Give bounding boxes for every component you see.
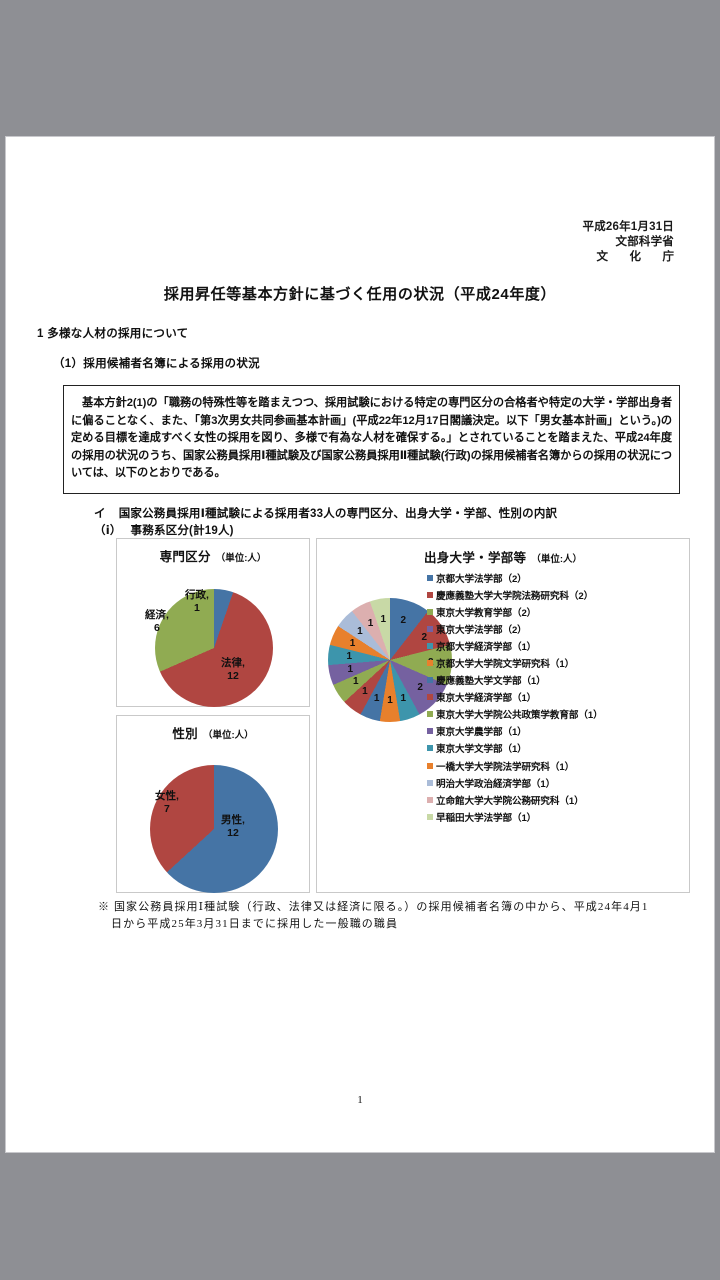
subsection-a: イ国家公務員採用Ⅰ種試験による採用者33人の専門区分、出身大学・学部、性別の内訳	[94, 505, 557, 521]
legend-item: 京都大学大学院文学研究科（1）	[427, 654, 689, 671]
pie-daigaku-slices	[328, 598, 452, 722]
legend-label: 東京大学経済学部（1）	[436, 693, 537, 705]
page-title: 採用昇任等基本方針に基づく任用の状況（平成24年度）	[163, 286, 557, 303]
legend-swatch-icon	[427, 779, 433, 786]
section-heading-1-1: （1）採用候補者名簿による採用の状況	[53, 358, 260, 370]
chart-senmon-title: 専門区分 （単位:人）	[159, 550, 267, 564]
pie-value-label: 1	[373, 692, 380, 704]
policy-paragraph-text: 基本方針2(1)の「職務の特殊性等を踏まえつつ、採用試験における特定の専門区分の…	[71, 397, 672, 480]
pie-category-label: 女性, 7	[155, 790, 179, 815]
header-agency: 文 化 庁	[596, 251, 679, 263]
legend-item: 東京大学法学部（2）	[427, 620, 689, 637]
pie-value-label: 2	[421, 631, 428, 643]
legend-item: 明治大学政治経済学部（1）	[427, 774, 689, 791]
legend-label: 早稲田大学法学部（1）	[436, 812, 537, 824]
pie-value-label: 1	[367, 618, 374, 629]
chart-daigaku: 出身大学・学部等（単位:人） 222211111111111 京都大学法学部（2…	[316, 538, 690, 893]
page-number: 1	[357, 1094, 363, 1106]
legend-label: 京都大学大学院文学研究科（1）	[436, 659, 575, 671]
chart-seibetsu: 性別 （単位:人） 男性, 12 女性, 7	[116, 715, 310, 893]
legend-swatch-icon	[427, 762, 433, 769]
pie-value-label: 1	[357, 626, 363, 638]
header-date: 平成26年1月31日	[582, 221, 674, 233]
legend-item: 東京大学文学部（1）	[427, 740, 689, 757]
pie-value-label: 1	[346, 650, 352, 662]
pie-value-label: 2	[417, 681, 423, 693]
subsection-i-label: （ⅰ）	[94, 525, 122, 537]
pie-value-label: 1	[349, 637, 356, 649]
legend-label: 東京大学法学部（2）	[436, 624, 527, 636]
legend-label: 東京大学文学部（1）	[436, 744, 527, 756]
legend-swatch-icon	[427, 711, 433, 718]
legend-label: 京都大学経済学部（1）	[436, 641, 537, 653]
chart-daigaku-title: 出身大学・学部等 （単位:人）	[423, 551, 583, 565]
pie-value-label: 1	[352, 676, 359, 688]
subsection-i: （ⅰ） 事務系区分(計19人)	[94, 522, 234, 538]
pie-value-label: 1	[380, 613, 387, 625]
pie-category-label: 法律, 12	[221, 657, 245, 682]
pie-seibetsu-slices	[150, 765, 278, 893]
legend-label: 京都大学法学部（2）	[436, 573, 527, 585]
legend-item: 一橋大学大学院法学研究科（1）	[427, 757, 689, 774]
legend-item: 東京大学経済学部（1）	[427, 689, 689, 706]
pie-category-label: 行政, 1	[185, 589, 209, 614]
policy-paragraph-box: 基本方針2(1)の「職務の特殊性等を踏まえつつ、採用試験における特定の専門区分の…	[63, 385, 680, 494]
legend-label: 慶應義塾大学文学部（1）	[436, 676, 546, 688]
legend-swatch-icon	[427, 625, 433, 632]
legend-swatch-icon	[427, 642, 433, 649]
legend-swatch-icon	[427, 660, 433, 667]
legend-item: 立命館大学大学院公務研究科（1）	[427, 791, 689, 808]
chart-senmon: 専門区分 （単位:人） 行政, 1 法律, 12 経済, 6	[116, 538, 310, 707]
legend-swatch-icon	[427, 813, 433, 820]
header-ministry: 文部科学省	[615, 236, 674, 248]
subsection-i-text: 事務系区分(計19人)	[130, 525, 234, 537]
legend-label: 明治大学政治経済学部（1）	[436, 778, 556, 790]
section-heading-1: 1 多様な人材の採用について	[37, 328, 189, 340]
pie-value-label: 1	[400, 692, 407, 704]
legend-item: 慶應義塾大学大学院法務研究科（2）	[427, 586, 689, 603]
legend-swatch-icon	[427, 694, 433, 701]
legend-swatch-icon	[427, 728, 433, 735]
subsection-a-text: 国家公務員採用Ⅰ種試験による採用者33人の専門区分、出身大学・学部、性別の内訳	[118, 508, 558, 520]
legend-item: 京都大学経済学部（1）	[427, 637, 689, 654]
legend-swatch-icon	[427, 608, 433, 615]
footnote-line-1: ※ 国家公務員採用Ⅰ種試験（行政、法律又は経済に限る。）の採用候補者名簿の中から…	[98, 901, 649, 913]
chart-seibetsu-title: 性別 （単位:人）	[172, 727, 254, 741]
subsection-a-label: イ	[94, 508, 106, 520]
legend-item: 京都大学法学部（2）	[427, 569, 689, 586]
legend-item: 東京大学大学院公共政策学教育部（1）	[427, 706, 689, 723]
legend-swatch-icon	[427, 574, 433, 581]
pie-value-label: 2	[400, 615, 407, 627]
legend-label: 一橋大学大学院法学研究科（1）	[436, 761, 575, 773]
legend-item: 東京大学教育学部（2）	[427, 603, 689, 620]
pie-value-label: 1	[362, 686, 368, 698]
legend-item: 早稲田大学法学部（1）	[427, 808, 689, 825]
legend-swatch-icon	[427, 591, 433, 598]
legend-swatch-icon	[427, 796, 433, 803]
pie-value-label: 1	[347, 664, 354, 676]
pie-value-label: 1	[387, 694, 393, 706]
document-header: 平成26年1月31日 文部科学省 文 化 庁	[583, 220, 674, 265]
legend-label: 立命館大学大学院公務研究科（1）	[436, 795, 584, 807]
legend-swatch-icon	[427, 745, 433, 752]
legend-item: 東京大学農学部（1）	[427, 723, 689, 740]
footnote: ※ 国家公務員採用Ⅰ種試験（行政、法律又は経済に限る。）の採用候補者名簿の中から…	[98, 899, 684, 933]
legend-label: 東京大学大学院公共政策学教育部（1）	[436, 710, 603, 722]
footnote-line-2: 日から平成25年3月31日までに採用した一般職の職員	[111, 918, 399, 930]
pie-senmon-slices	[155, 589, 273, 707]
chart-daigaku-legend: 京都大学法学部（2） 慶應義塾大学大学院法務研究科（2） 東京大学教育学部（2） 東京…	[427, 569, 689, 825]
document-page: 平成26年1月31日 文部科学省 文 化 庁 採用昇任等基本方針に基づく任用の状…	[6, 137, 714, 1152]
legend-item: 慶應義塾大学文学部（1）	[427, 672, 689, 689]
legend-label: 東京大学農学部（1）	[436, 727, 527, 739]
pie-category-label: 男性, 12	[221, 814, 245, 839]
legend-label: 慶應義塾大学大学院法務研究科（2）	[436, 590, 594, 602]
pie-category-label: 経済, 6	[145, 609, 169, 634]
legend-label: 東京大学教育学部（2）	[436, 607, 537, 619]
legend-swatch-icon	[427, 677, 433, 684]
